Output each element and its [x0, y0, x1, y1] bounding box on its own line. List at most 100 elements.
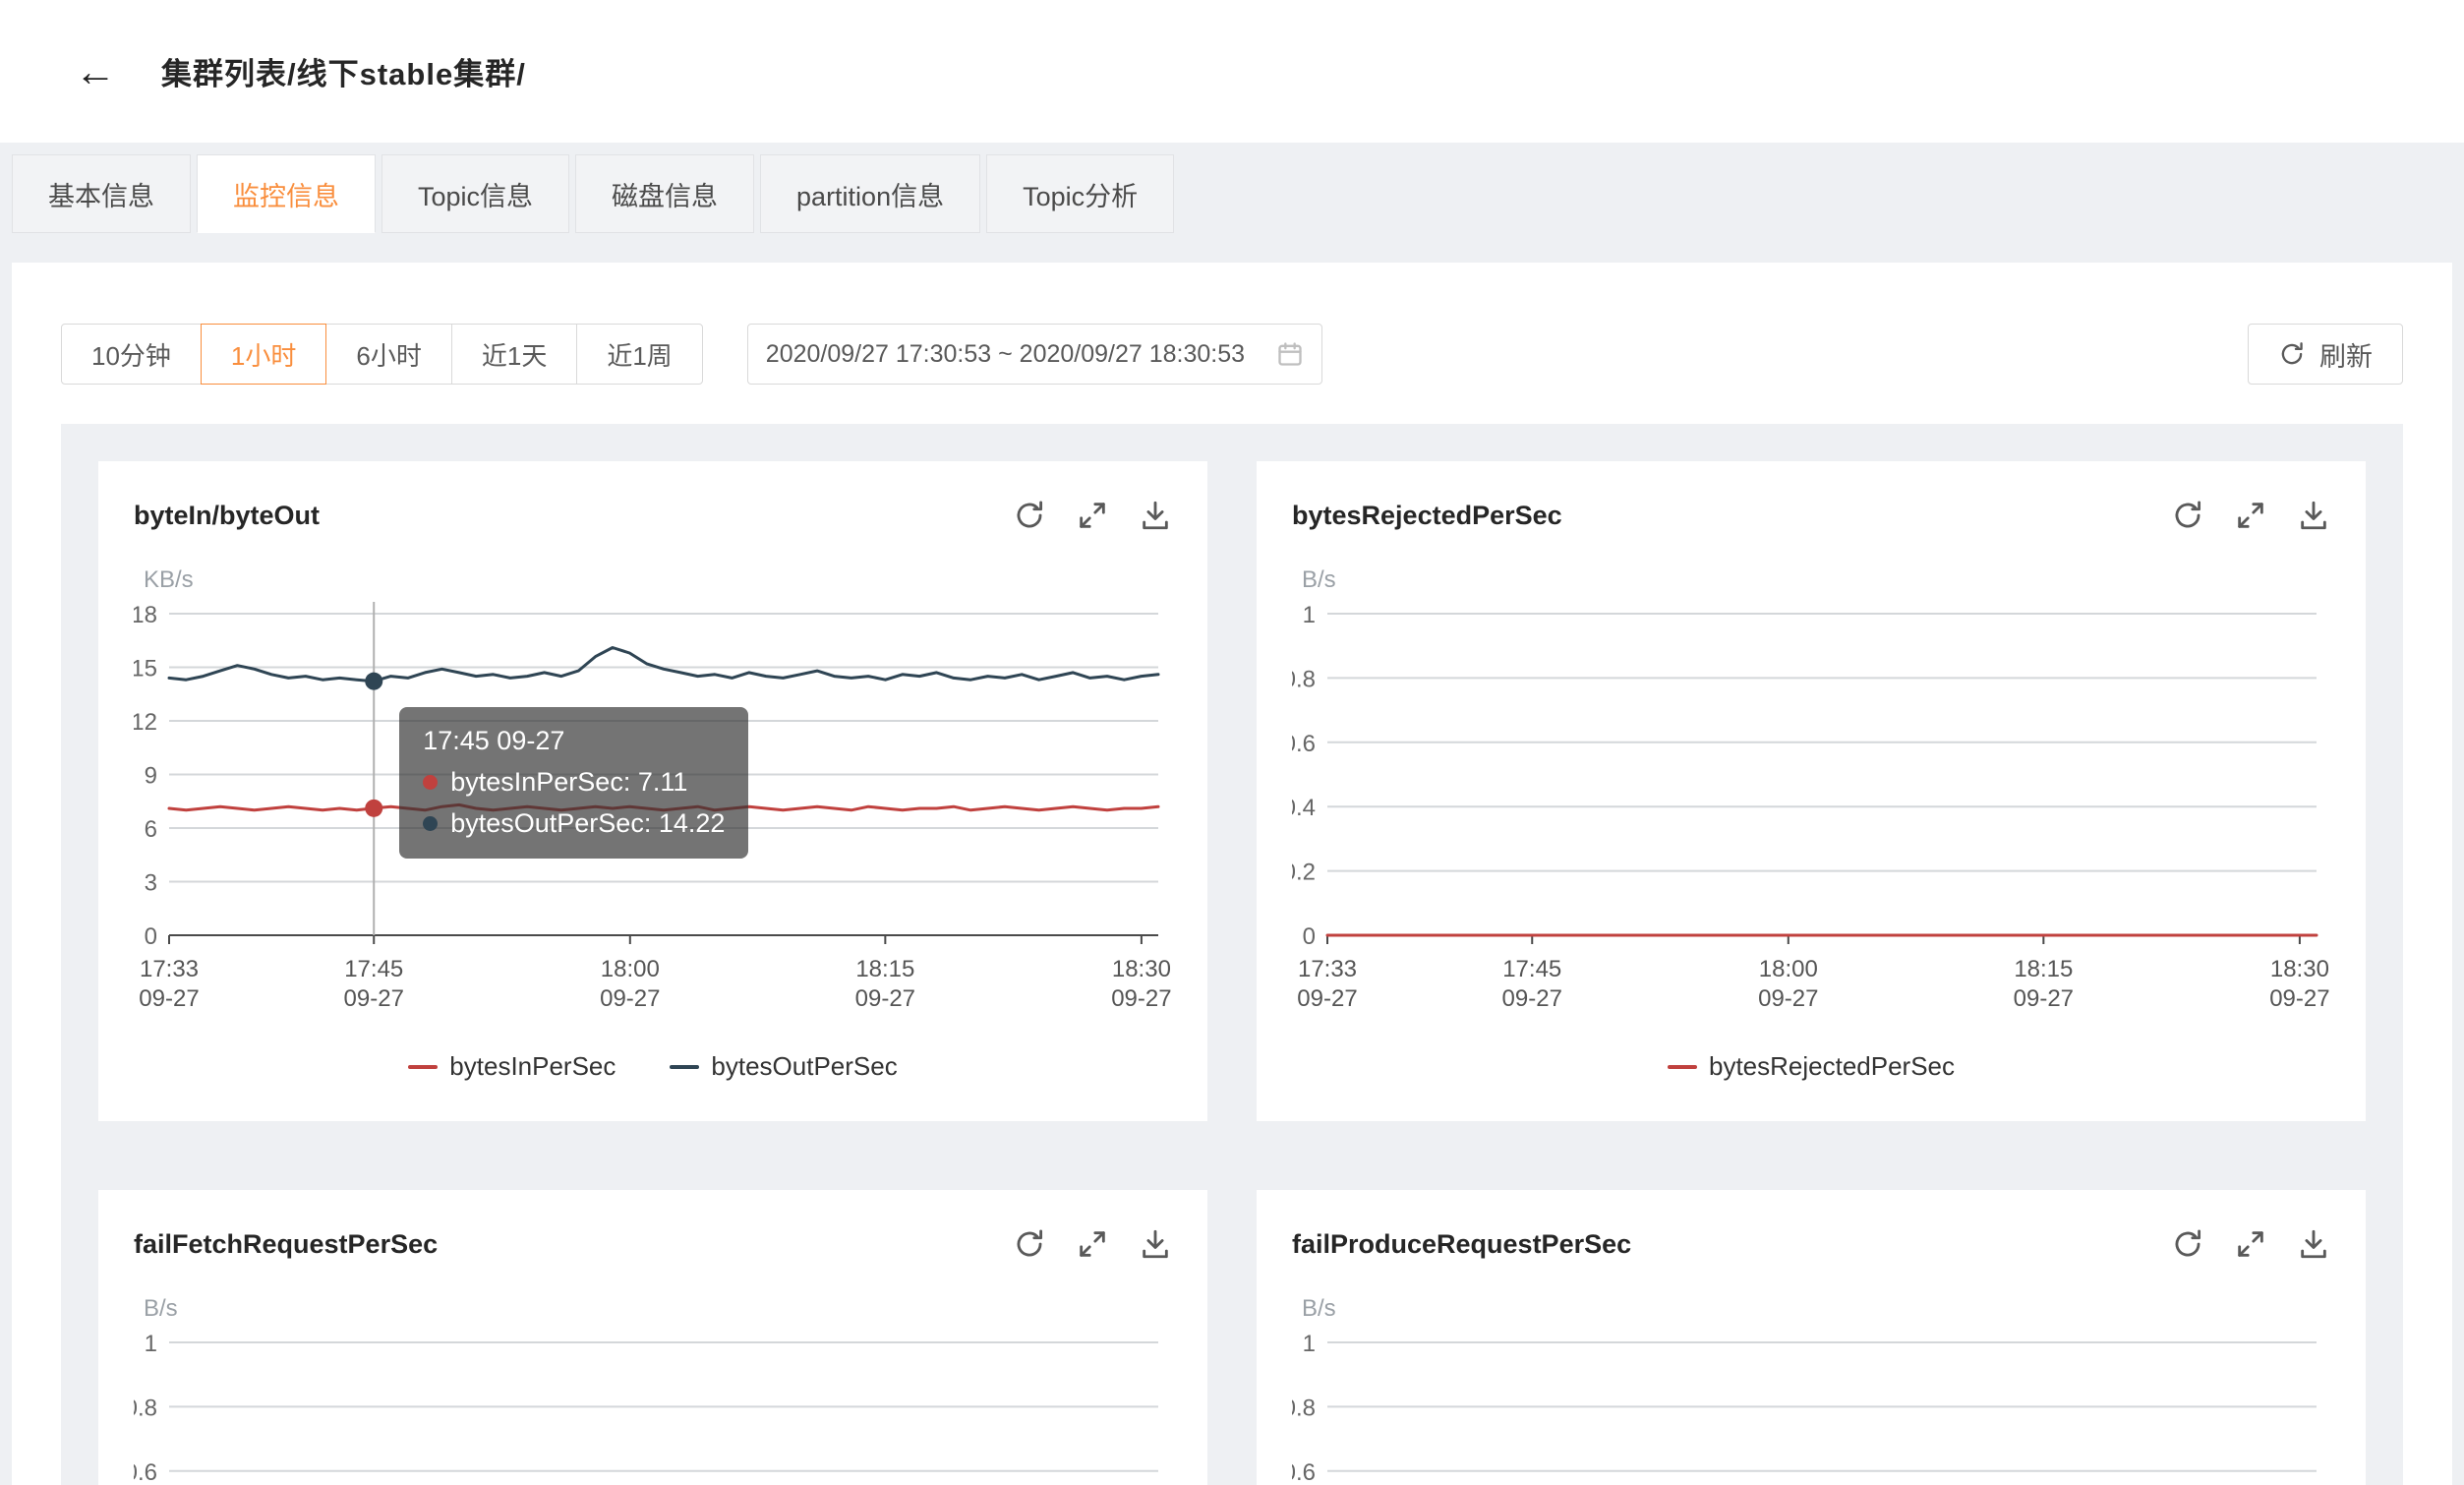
chart-expand-icon[interactable] — [1076, 499, 1109, 532]
chart-toolbar — [2171, 1227, 2330, 1261]
chart-toolbar — [1013, 499, 1172, 532]
chart-refresh-icon[interactable] — [1013, 499, 1046, 532]
chart-download-icon[interactable] — [2297, 1227, 2330, 1261]
time-range-label: 近1天 — [481, 340, 548, 371]
chart-expand-icon[interactable] — [1076, 1227, 1109, 1261]
svg-text:9: 9 — [145, 763, 157, 790]
svg-text:17:33: 17:33 — [140, 956, 199, 982]
svg-text:15: 15 — [134, 656, 157, 683]
tab-topic-analysis[interactable]: Topic分析 — [986, 154, 1175, 233]
chart-expand-icon[interactable] — [2234, 499, 2267, 532]
svg-text:09-27: 09-27 — [1111, 985, 1171, 1012]
chart-download-icon[interactable] — [1139, 499, 1172, 532]
legend-line-icon — [1667, 1064, 1697, 1069]
svg-text:09-27: 09-27 — [1502, 985, 1562, 1012]
svg-text:18:15: 18:15 — [855, 956, 914, 982]
svg-text:09-27: 09-27 — [344, 985, 404, 1012]
svg-text:0: 0 — [145, 923, 157, 950]
calendar-icon — [1278, 342, 1302, 366]
chart-refresh-icon[interactable] — [2171, 499, 2204, 532]
tab-label: 磁盘信息 — [612, 181, 719, 211]
svg-text:18:30: 18:30 — [1112, 956, 1171, 982]
time-range-1day[interactable]: 近1天 — [450, 324, 578, 385]
tab-label: partition信息 — [796, 181, 945, 211]
tab-label: 监控信息 — [233, 181, 339, 211]
tab-bar: 基本信息 监控信息 Topic信息 磁盘信息 partition信息 Topic… — [12, 154, 2464, 233]
monitor-panel: 10分钟 1小时 6小时 近1天 近1周 2020/09/27 17:30:53… — [12, 263, 2452, 1485]
legend-line-icon — [408, 1064, 439, 1069]
time-range-1hour[interactable]: 1小时 — [200, 324, 327, 385]
legend-label: bytesInPerSec — [449, 1051, 616, 1081]
tab-label: Topic分析 — [1023, 181, 1139, 211]
chart-title: failFetchRequestPerSec — [134, 1228, 439, 1259]
svg-text:0.4: 0.4 — [1292, 795, 1316, 821]
svg-text:0: 0 — [1303, 923, 1316, 950]
svg-text:12: 12 — [134, 709, 157, 736]
chart-refresh-icon[interactable] — [1013, 1227, 1046, 1261]
chart-header: failProduceRequestPerSec — [1292, 1219, 2330, 1269]
svg-text:09-27: 09-27 — [2269, 985, 2329, 1012]
tab-basic-info[interactable]: 基本信息 — [12, 154, 191, 233]
chart-canvas[interactable]: B/s00.20.40.60.8117:3309-2717:4509-2718:… — [125, 1288, 1172, 1485]
svg-text:09-27: 09-27 — [1297, 985, 1357, 1012]
svg-text:18:15: 18:15 — [2014, 956, 2073, 982]
refresh-button[interactable]: 刷新 — [2248, 324, 2403, 385]
svg-text:0.2: 0.2 — [1292, 860, 1316, 886]
chart-toolbar — [2171, 499, 2330, 532]
charts-grid: byteIn/byteOut KB/s 0 3 6 9 12 15 18 17:33 09-27 1… — [61, 424, 2403, 1485]
svg-text:17:45: 17:45 — [344, 956, 403, 982]
legend-item[interactable]: bytesRejectedPerSec — [1667, 1051, 1955, 1082]
svg-text:1: 1 — [145, 1331, 157, 1357]
svg-text:18:30: 18:30 — [2270, 956, 2329, 982]
legend-label: bytesOutPerSec — [711, 1051, 898, 1081]
svg-text:B/s: B/s — [1302, 1295, 1336, 1322]
chart-toolbar — [1013, 1227, 1172, 1261]
tab-topic-info[interactable]: Topic信息 — [381, 154, 570, 233]
tab-label: 基本信息 — [48, 181, 154, 211]
svg-text:17:33: 17:33 — [1298, 956, 1357, 982]
time-range-10min[interactable]: 10分钟 — [61, 324, 202, 385]
top-header: ← 集群列表/线下stable集群/ — [0, 0, 2464, 143]
svg-text:1: 1 — [1303, 602, 1316, 628]
chart-card-bytes-rejected: bytesRejectedPerSec B/s 0 0.2 0.4 0.6 0.8 1 17:… — [1257, 461, 2366, 1121]
chart-canvas[interactable]: B/s00.20.40.60.8117:3309-2717:4509-2718:… — [1283, 1288, 2330, 1485]
chart-canvas[interactable]: KB/s 0 3 6 9 12 15 18 17:33 09-27 17:45 09-27 18:00 0… — [131, 560, 1172, 1022]
tab-partition-info[interactable]: partition信息 — [760, 154, 981, 233]
chart-header: failFetchRequestPerSec — [134, 1219, 1172, 1269]
date-range-picker[interactable]: 2020/09/27 17:30:53 ~ 2020/09/27 18:30:5… — [746, 324, 1322, 385]
svg-text:18:00: 18:00 — [601, 956, 660, 982]
svg-text:09-27: 09-27 — [600, 985, 660, 1012]
breadcrumb: 集群列表/线下stable集群/ — [161, 57, 526, 91]
time-range-label: 近1周 — [607, 340, 673, 371]
svg-text:B/s: B/s — [144, 1295, 178, 1322]
time-range-6hour[interactable]: 6小时 — [325, 324, 452, 385]
svg-text:1: 1 — [1303, 1331, 1316, 1357]
chart-card-bytein-byteout: byteIn/byteOut KB/s 0 3 6 9 12 15 18 17:33 09-27 1… — [98, 461, 1207, 1121]
legend-item[interactable]: bytesInPerSec — [408, 1051, 616, 1082]
chart-title: byteIn/byteOut — [134, 500, 321, 530]
time-range-1week[interactable]: 近1周 — [576, 324, 703, 385]
chart-refresh-icon[interactable] — [2171, 1227, 2204, 1261]
refresh-icon — [2281, 342, 2303, 365]
svg-text:0.8: 0.8 — [1292, 1395, 1316, 1421]
chart-card-fail-fetch: failFetchRequestPerSec B/s00.20.40.60.81… — [98, 1190, 1207, 1485]
legend-item[interactable]: bytesOutPerSec — [670, 1051, 898, 1082]
svg-text:6: 6 — [145, 816, 157, 843]
svg-text:18: 18 — [134, 602, 157, 628]
back-arrow-icon[interactable]: ← — [75, 47, 116, 94]
chart-card-fail-produce: failProduceRequestPerSec B/s00.20.40.60.… — [1257, 1190, 2366, 1485]
svg-text:18:00: 18:00 — [1759, 956, 1818, 982]
chart-expand-icon[interactable] — [2234, 1227, 2267, 1261]
chart-legend: bytesInPerSec bytesOutPerSec — [134, 1051, 1172, 1082]
chart-title: bytesRejectedPerSec — [1292, 500, 1562, 530]
chart-canvas[interactable]: B/s00.20.40.60.8117:3309-2717:4509-2718:… — [1283, 560, 2330, 1022]
svg-text:09-27: 09-27 — [2014, 985, 2074, 1012]
tab-monitor-info[interactable]: 监控信息 — [197, 154, 376, 233]
svg-text:09-27: 09-27 — [1758, 985, 1818, 1012]
chart-download-icon[interactable] — [1139, 1227, 1172, 1261]
chart-download-icon[interactable] — [2297, 499, 2330, 532]
date-range-value: 2020/09/27 17:30:53 ~ 2020/09/27 18:30:5… — [765, 339, 1246, 368]
svg-text:09-27: 09-27 — [139, 985, 199, 1012]
svg-text:17:45: 17:45 — [1502, 956, 1561, 982]
tab-disk-info[interactable]: 磁盘信息 — [575, 154, 755, 233]
